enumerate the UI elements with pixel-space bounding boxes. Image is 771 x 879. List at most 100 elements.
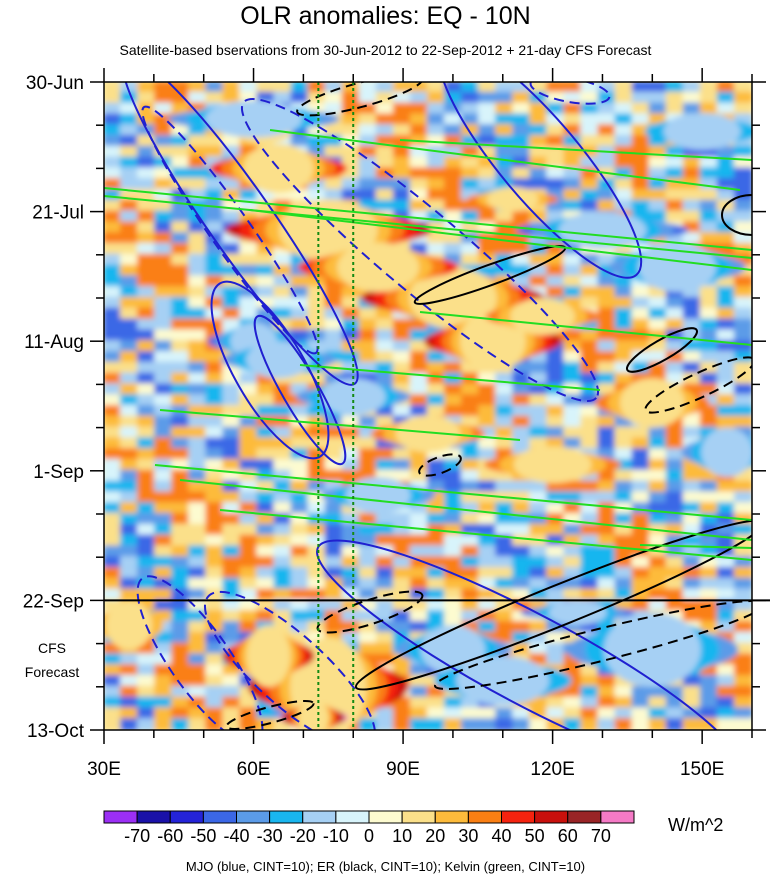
anomaly-cell — [120, 113, 140, 127]
anomaly-cell — [427, 178, 447, 191]
anomaly-cell — [222, 448, 242, 461]
anomaly-cell — [171, 480, 191, 494]
anomaly-cell — [120, 372, 140, 386]
anomaly-cell — [104, 221, 123, 235]
anomaly-cell — [137, 275, 157, 289]
anomaly-cell — [154, 448, 174, 461]
anomaly-cell — [478, 718, 498, 730]
anomaly-cell — [137, 210, 157, 224]
anomaly-cell — [341, 307, 361, 321]
anomaly-cell — [614, 351, 634, 364]
y-tick-label: 21-Jul — [32, 203, 84, 224]
anomaly-cell — [648, 210, 668, 224]
anomaly-cell — [409, 599, 429, 613]
anomaly-cell — [597, 545, 617, 559]
anomaly-cell — [324, 307, 344, 321]
anomaly-cell — [444, 718, 464, 730]
anomaly-cell — [733, 502, 752, 515]
anomaly-cell — [307, 523, 327, 537]
anomaly-cell — [375, 448, 395, 461]
anomaly-cell — [392, 145, 412, 159]
anomaly-cell — [699, 707, 719, 721]
anomaly-cell — [546, 264, 566, 278]
anomaly-cell — [205, 599, 225, 613]
anomaly-cell — [597, 124, 617, 137]
anomaly-cell — [512, 145, 532, 159]
anomaly-cell — [120, 523, 140, 537]
wave-contours — [104, 82, 752, 730]
colorbar-swatch — [302, 810, 337, 824]
anomaly-cell — [104, 415, 123, 429]
anomaly-cell — [239, 307, 259, 321]
anomaly-cell — [478, 545, 498, 559]
mjo-contour — [210, 280, 330, 460]
anomaly-cell — [188, 469, 208, 483]
anomaly-cell — [222, 297, 242, 310]
anomaly-cell — [648, 82, 668, 94]
anomaly-cell — [171, 275, 191, 289]
anomaly-cell — [529, 718, 549, 730]
anomaly-cell — [137, 523, 157, 537]
anomaly-cell — [563, 491, 583, 505]
anomaly-cell — [137, 178, 157, 191]
anomaly-cell — [478, 448, 498, 461]
anomaly-cell — [358, 448, 378, 461]
anomaly-cell — [239, 383, 259, 397]
anomaly-cell — [495, 426, 515, 440]
anomaly-cell — [290, 545, 310, 559]
anomaly-cell — [665, 459, 685, 472]
anomaly-cell — [375, 189, 395, 202]
anomaly-blob — [701, 427, 752, 477]
anomaly-cell — [154, 221, 174, 235]
anomaly-cell — [699, 577, 719, 591]
anomaly-cell — [478, 124, 498, 137]
anomaly-cell — [205, 502, 225, 515]
anomaly-cell — [137, 102, 157, 116]
anomaly-cell — [682, 199, 702, 213]
anomaly-cell — [358, 621, 378, 634]
anomaly-cell — [716, 167, 736, 181]
y-tick-label: 30-Jun — [26, 73, 84, 94]
anomaly-cell — [239, 567, 259, 580]
anomaly-cell — [104, 664, 123, 677]
anomaly-cell — [137, 253, 157, 267]
anomaly-cell — [154, 718, 174, 730]
anomaly-cell — [154, 405, 174, 418]
anomaly-cell — [256, 588, 276, 602]
anomaly-cell — [375, 113, 395, 127]
anomaly-cell — [104, 372, 123, 386]
anomaly-cell — [409, 329, 429, 343]
anomaly-cell — [341, 610, 361, 623]
anomaly-cell — [665, 189, 685, 202]
anomaly-cell — [222, 480, 242, 494]
anomaly-cell — [461, 210, 481, 224]
anomaly-cell — [461, 178, 481, 191]
anomaly-cell — [120, 82, 140, 94]
anomaly-cell — [699, 232, 719, 245]
anomaly-cell — [324, 545, 344, 559]
anomaly-cell — [478, 567, 498, 580]
anomaly-cell — [665, 361, 685, 375]
anomaly-cell — [546, 351, 566, 364]
anomaly-cell — [699, 199, 719, 213]
anomaly-cell — [563, 124, 583, 137]
anomaly-cell — [427, 82, 447, 94]
anomaly-cell — [120, 361, 140, 375]
anomaly-cell — [307, 599, 327, 613]
anomaly-cell — [392, 167, 412, 181]
anomaly-cell — [273, 307, 293, 321]
anomaly-cell — [256, 534, 276, 548]
anomaly-blob — [510, 298, 576, 336]
anomaly-cell — [273, 253, 293, 267]
anomaly-cell — [409, 459, 429, 472]
anomaly-cell — [375, 707, 395, 721]
anomaly-cell — [597, 113, 617, 127]
anomaly-cell — [563, 405, 583, 418]
anomaly-cell — [478, 178, 498, 191]
anomaly-cell — [444, 383, 464, 397]
anomaly-cell — [205, 145, 225, 159]
anomaly-cell — [648, 556, 668, 569]
anomaly-cell — [171, 653, 191, 667]
anomaly-cell — [580, 135, 600, 148]
anomaly-cell — [239, 556, 259, 569]
